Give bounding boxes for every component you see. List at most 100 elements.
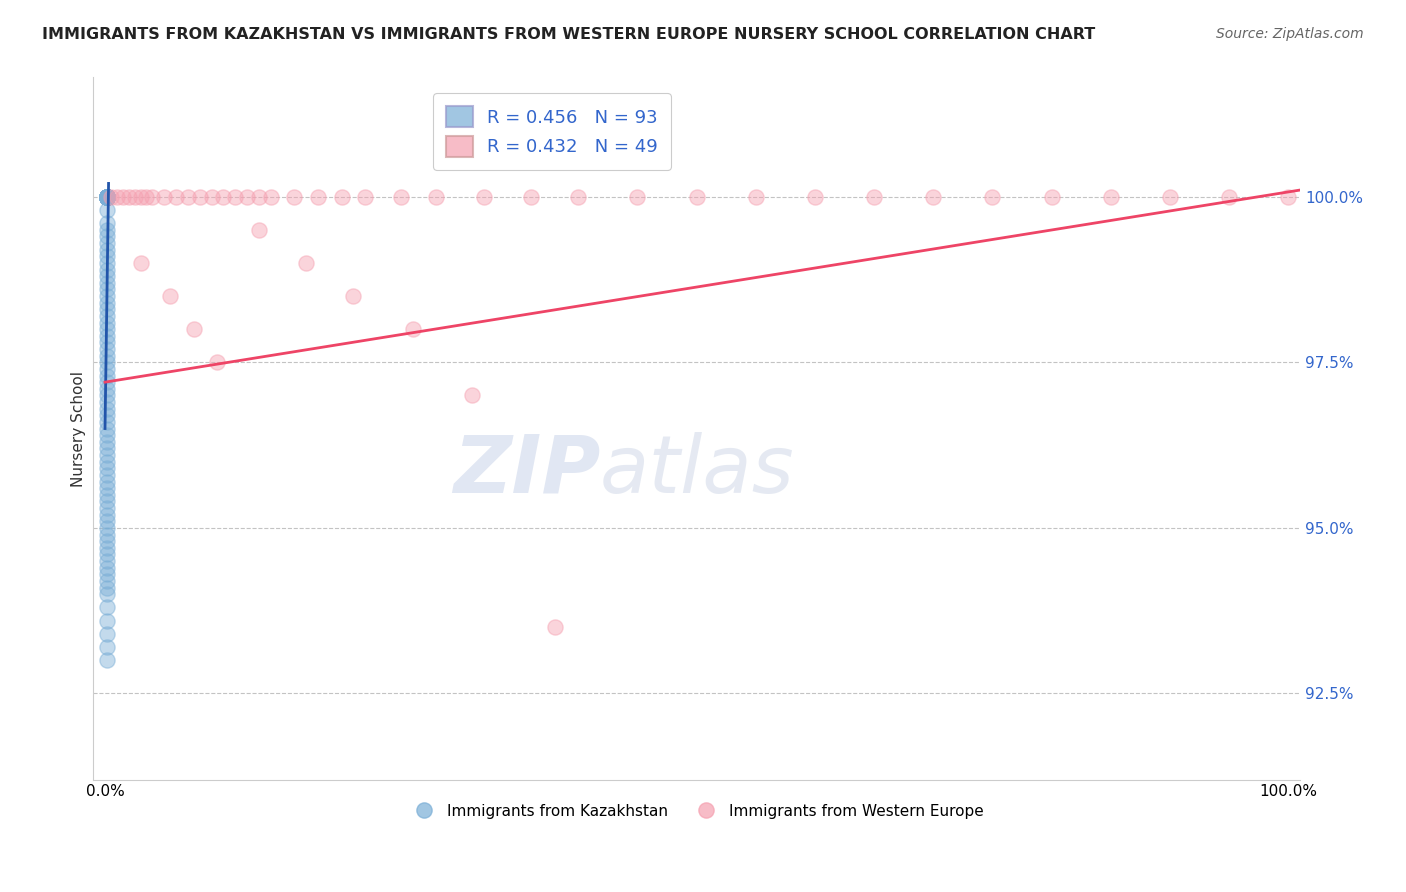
Point (283, 189, 305, 203)
Point (96, 475, 118, 489)
Point (224, 189, 246, 203)
Point (96, 189, 118, 203)
Point (96, 189, 118, 203)
Point (96, 521, 118, 535)
Point (96, 600, 118, 615)
Point (330, 189, 353, 203)
Point (96, 302, 118, 317)
Point (96, 409, 118, 423)
Point (461, 388, 484, 402)
Point (96, 534, 118, 549)
Point (96, 229, 118, 244)
Point (922, 189, 945, 203)
Point (96, 189, 118, 203)
Point (159, 289, 181, 303)
Point (129, 256, 152, 270)
Text: atlas: atlas (600, 432, 794, 509)
Point (567, 189, 589, 203)
Point (96, 189, 118, 203)
Point (96, 455, 118, 469)
Point (96, 421, 118, 435)
Point (96, 501, 118, 516)
Point (96, 189, 118, 203)
Point (96, 362, 118, 376)
Point (96, 189, 118, 203)
Point (96, 202, 118, 217)
Point (247, 189, 270, 203)
Point (96, 442, 118, 456)
Point (626, 189, 648, 203)
Point (96, 415, 118, 429)
Point (96, 541, 118, 555)
Point (96, 527, 118, 541)
Point (96, 189, 118, 203)
Point (96, 189, 118, 203)
Point (165, 189, 187, 203)
Point (96, 282, 118, 296)
Point (96, 235, 118, 250)
Point (1099, 189, 1122, 203)
Point (96, 289, 118, 303)
Point (96, 355, 118, 369)
Point (96, 269, 118, 284)
Point (212, 189, 235, 203)
Point (96, 401, 118, 416)
Text: IMMIGRANTS FROM KAZAKHSTAN VS IMMIGRANTS FROM WESTERN EUROPE NURSERY SCHOOL CORR: IMMIGRANTS FROM KAZAKHSTAN VS IMMIGRANTS… (42, 27, 1095, 42)
Point (342, 289, 364, 303)
Point (96, 554, 118, 568)
Point (177, 189, 200, 203)
Point (236, 189, 259, 203)
Point (153, 189, 176, 203)
Point (96, 189, 118, 203)
Point (96, 295, 118, 310)
Point (96, 189, 118, 203)
Point (96, 189, 118, 203)
Point (96, 189, 118, 203)
Point (96, 256, 118, 270)
Point (96, 322, 118, 336)
Point (96, 587, 118, 601)
Point (96, 189, 118, 203)
Point (124, 189, 146, 203)
Point (96, 189, 118, 203)
Point (1277, 189, 1299, 203)
Point (96, 189, 118, 203)
Point (96, 189, 118, 203)
Point (96, 223, 118, 237)
Point (96, 382, 118, 396)
Point (96, 448, 118, 462)
Point (96, 249, 118, 263)
Point (96, 467, 118, 482)
Point (401, 322, 423, 336)
Point (100, 189, 122, 203)
Point (96, 262, 118, 277)
Point (96, 627, 118, 641)
Point (260, 189, 283, 203)
Text: ZIP: ZIP (453, 432, 600, 509)
Point (96, 189, 118, 203)
Point (96, 375, 118, 389)
Point (96, 567, 118, 582)
Point (96, 640, 118, 654)
Point (96, 189, 118, 203)
Legend: Immigrants from Kazakhstan, Immigrants from Western Europe: Immigrants from Kazakhstan, Immigrants f… (404, 797, 990, 824)
Point (96, 560, 118, 574)
Point (96, 514, 118, 528)
Point (96, 189, 118, 203)
Point (96, 189, 118, 203)
Point (96, 574, 118, 588)
Point (96, 481, 118, 495)
Point (96, 494, 118, 508)
Point (96, 461, 118, 475)
Point (135, 189, 157, 203)
Point (96, 428, 118, 442)
Point (96, 508, 118, 522)
Point (96, 189, 118, 203)
Point (96, 189, 118, 203)
Point (188, 189, 211, 203)
Point (96, 368, 118, 383)
Point (96, 395, 118, 409)
Point (129, 189, 152, 203)
Point (863, 189, 886, 203)
Point (96, 316, 118, 330)
